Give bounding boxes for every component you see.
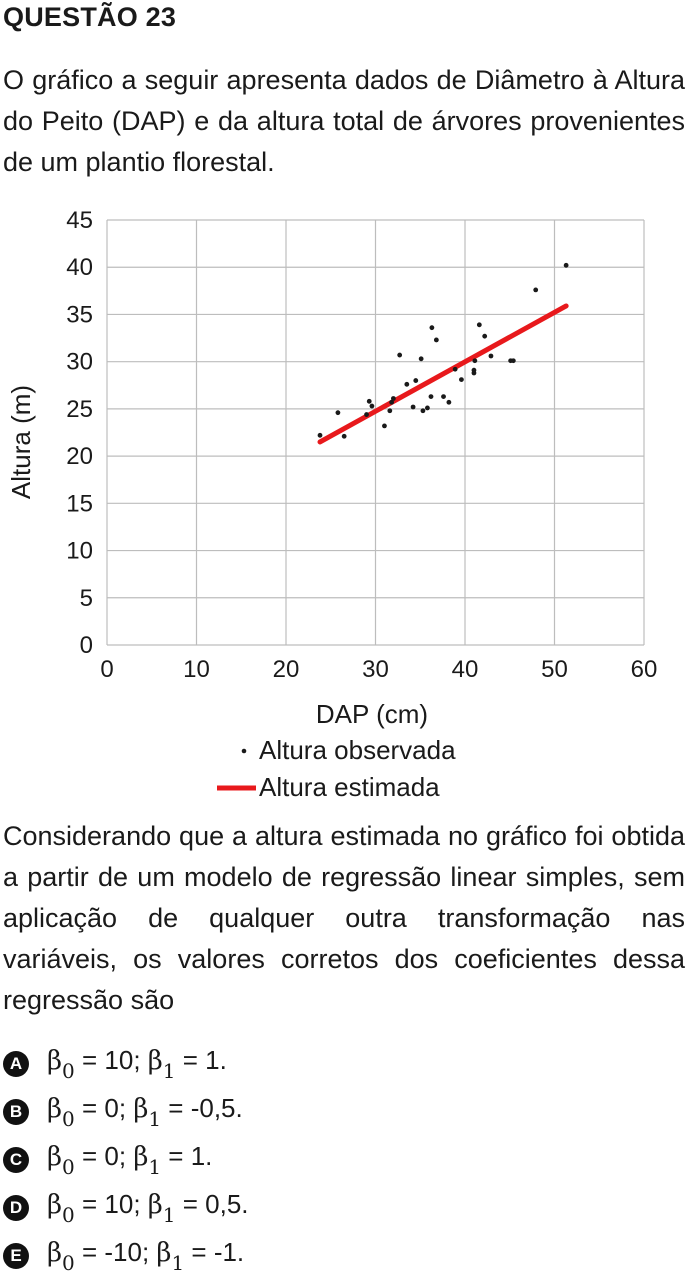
y-tick-label: 10 bbox=[66, 538, 93, 565]
data-point bbox=[472, 358, 478, 364]
x-tick-label: 60 bbox=[631, 656, 658, 683]
data-point bbox=[341, 433, 347, 439]
regression-line bbox=[317, 303, 569, 445]
data-point bbox=[433, 337, 439, 343]
data-point bbox=[471, 367, 477, 373]
y-tick-label: 25 bbox=[66, 396, 93, 423]
data-point bbox=[429, 325, 435, 331]
data-point bbox=[446, 399, 452, 405]
x-axis-title: DAP (cm) bbox=[316, 699, 428, 729]
data-point bbox=[404, 381, 410, 387]
y-axis-title: Altura (m) bbox=[6, 385, 36, 499]
option-letter-badge: B bbox=[3, 1099, 29, 1125]
data-point bbox=[335, 410, 341, 416]
scatter-chart: 0 5 10 15 20 25 30 35 40 45 0 10 20 30 40 50 60 DAP (cm… bbox=[6, 207, 657, 802]
chart-grid bbox=[106, 219, 645, 646]
data-point bbox=[366, 398, 372, 404]
x-tick-label: 10 bbox=[183, 656, 210, 683]
data-point bbox=[420, 408, 426, 414]
option-c[interactable]: C β0 = 0; β1 = 1. bbox=[3, 1136, 249, 1184]
y-tick-label: 45 bbox=[66, 207, 93, 234]
data-point bbox=[413, 378, 419, 383]
y-tick-label: 30 bbox=[66, 349, 93, 376]
option-a[interactable]: A β0 = 10; β1 = 1. bbox=[3, 1040, 249, 1088]
data-point bbox=[459, 377, 464, 383]
y-tick-label: 15 bbox=[66, 490, 93, 517]
data-point bbox=[428, 394, 434, 400]
data-point bbox=[391, 396, 396, 401]
data-point bbox=[397, 352, 403, 358]
option-letter-badge: A bbox=[3, 1051, 29, 1077]
question-stem-intro: O gráfico a seguir apresenta dados de Di… bbox=[3, 65, 685, 177]
option-letter-badge: E bbox=[3, 1243, 29, 1269]
y-tick-label: 20 bbox=[66, 443, 93, 470]
data-point bbox=[369, 403, 375, 409]
option-text: β0 = 0; β1 = 1. bbox=[47, 1141, 213, 1179]
data-point bbox=[441, 394, 446, 400]
x-tick-label: 30 bbox=[362, 656, 389, 683]
data-point bbox=[410, 404, 416, 410]
x-tick-label: 50 bbox=[541, 656, 568, 683]
question-title: QUESTÃO 23 bbox=[3, 2, 177, 32]
y-axis-ticks: 0 5 10 15 20 25 30 35 40 45 bbox=[66, 207, 93, 659]
data-point bbox=[488, 353, 494, 359]
data-point bbox=[452, 366, 458, 372]
option-letter-badge: C bbox=[3, 1147, 29, 1173]
data-point bbox=[510, 358, 516, 364]
observed-series bbox=[317, 262, 569, 439]
x-axis-ticks: 0 10 20 30 40 50 60 bbox=[100, 656, 657, 683]
option-text: β0 = -10; β1 = -1. bbox=[47, 1237, 245, 1275]
option-d[interactable]: D β0 = 10; β1 = 0,5. bbox=[3, 1184, 249, 1232]
estimated-series bbox=[317, 303, 569, 445]
legend-label-estimated: Altura estimada bbox=[259, 772, 440, 802]
option-text: β0 = 0; β1 = -0,5. bbox=[47, 1093, 243, 1131]
data-point bbox=[387, 408, 393, 414]
data-point bbox=[533, 287, 539, 293]
answer-options: A β0 = 10; β1 = 1. B β0 = 0; β1 = -0,5. … bbox=[3, 1040, 249, 1280]
option-text: β0 = 10; β1 = 1. bbox=[47, 1045, 227, 1083]
data-point bbox=[364, 412, 369, 417]
data-point bbox=[563, 262, 569, 268]
legend-marker-observed bbox=[241, 748, 247, 754]
option-b[interactable]: B β0 = 0; β1 = -0,5. bbox=[3, 1088, 249, 1136]
y-tick-label: 35 bbox=[66, 301, 93, 328]
option-text: β0 = 10; β1 = 0,5. bbox=[47, 1189, 249, 1227]
y-tick-label: 40 bbox=[66, 254, 93, 281]
data-point bbox=[482, 333, 488, 339]
option-letter-badge: D bbox=[3, 1195, 29, 1221]
option-e[interactable]: E β0 = -10; β1 = -1. bbox=[3, 1232, 249, 1280]
data-point bbox=[418, 356, 424, 362]
data-point bbox=[389, 399, 395, 405]
data-point bbox=[382, 423, 387, 429]
legend-label-observed: Altura observada bbox=[259, 735, 456, 765]
x-tick-label: 40 bbox=[452, 656, 479, 683]
data-point bbox=[317, 432, 323, 438]
x-tick-label: 0 bbox=[100, 656, 113, 683]
data-point bbox=[425, 405, 430, 411]
y-tick-label: 0 bbox=[80, 632, 93, 659]
question-stem-prompt: Considerando que a altura estimada no gr… bbox=[3, 821, 685, 1015]
data-point bbox=[476, 322, 482, 328]
x-tick-label: 20 bbox=[273, 656, 300, 683]
chart-legend: Altura observada Altura estimada bbox=[217, 735, 456, 802]
y-tick-label: 5 bbox=[80, 585, 93, 612]
